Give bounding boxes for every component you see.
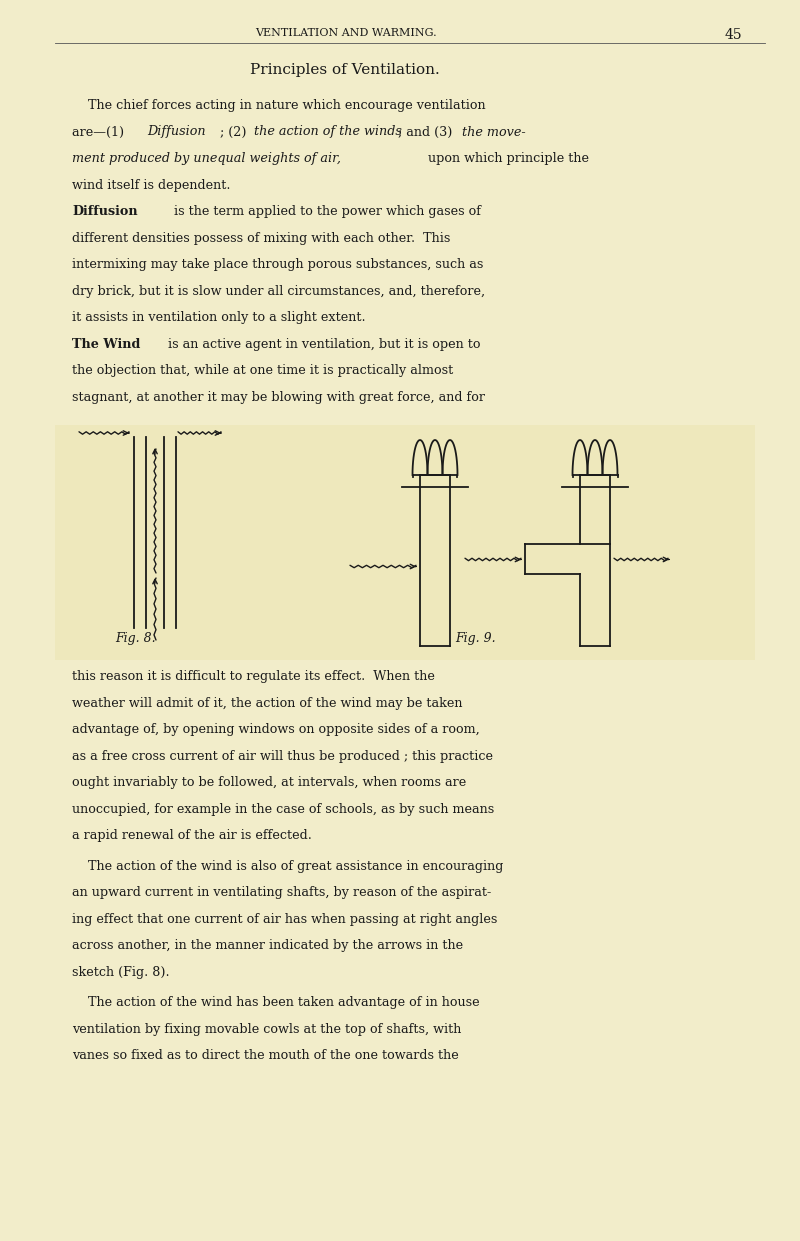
Text: stagnant, at another it may be blowing with great force, and for: stagnant, at another it may be blowing w… xyxy=(72,391,485,403)
Text: an upward current in ventilating shafts, by reason of the aspirat-: an upward current in ventilating shafts,… xyxy=(72,886,491,898)
Text: advantage of, by opening windows on opposite sides of a room,: advantage of, by opening windows on oppo… xyxy=(72,724,480,736)
Text: ment produced by unequal weights of air,: ment produced by unequal weights of air, xyxy=(72,151,341,165)
Text: the action of the winds: the action of the winds xyxy=(254,125,402,139)
Text: unoccupied, for example in the case of schools, as by such means: unoccupied, for example in the case of s… xyxy=(72,803,494,815)
Text: dry brick, but it is slow under all circumstances, and, therefore,: dry brick, but it is slow under all circ… xyxy=(72,284,485,298)
Text: are—(1): are—(1) xyxy=(72,125,128,139)
Text: upon which principle the: upon which principle the xyxy=(424,151,589,165)
Text: ing effect that one current of air has when passing at right angles: ing effect that one current of air has w… xyxy=(72,912,498,926)
Text: is an active agent in ventilation, but it is open to: is an active agent in ventilation, but i… xyxy=(164,338,481,350)
Text: weather will admit of it, the action of the wind may be taken: weather will admit of it, the action of … xyxy=(72,696,462,710)
Text: ; (2): ; (2) xyxy=(220,125,250,139)
Text: a rapid renewal of the air is effected.: a rapid renewal of the air is effected. xyxy=(72,829,312,841)
Text: 45: 45 xyxy=(725,29,742,42)
Text: sketch (Fig. 8).: sketch (Fig. 8). xyxy=(72,965,170,978)
Text: ; and (3): ; and (3) xyxy=(394,125,456,139)
Text: ventilation by fixing movable cowls at the top of shafts, with: ventilation by fixing movable cowls at t… xyxy=(72,1023,462,1035)
Text: different densities possess of mixing with each other.  This: different densities possess of mixing wi… xyxy=(72,232,450,244)
Text: Diffusion: Diffusion xyxy=(147,125,206,139)
Text: The action of the wind has been taken advantage of in house: The action of the wind has been taken ad… xyxy=(72,997,480,1009)
Text: VENTILATION AND WARMING.: VENTILATION AND WARMING. xyxy=(255,29,437,38)
Text: it assists in ventilation only to a slight extent.: it assists in ventilation only to a slig… xyxy=(72,311,366,324)
Text: Fig. 8.: Fig. 8. xyxy=(115,632,156,645)
Text: the objection that, while at one time it is practically almost: the objection that, while at one time it… xyxy=(72,364,454,377)
Text: The action of the wind is also of great assistance in encouraging: The action of the wind is also of great … xyxy=(72,860,503,872)
Text: ought invariably to be followed, at intervals, when rooms are: ought invariably to be followed, at inte… xyxy=(72,776,466,789)
Text: the move-: the move- xyxy=(462,125,526,139)
Text: The chief forces acting in nature which encourage ventilation: The chief forces acting in nature which … xyxy=(72,99,486,112)
FancyBboxPatch shape xyxy=(55,424,755,660)
Text: Diffusion: Diffusion xyxy=(72,205,138,218)
Text: intermixing may take place through porous substances, such as: intermixing may take place through porou… xyxy=(72,258,483,271)
Text: is the term applied to the power which gases of: is the term applied to the power which g… xyxy=(170,205,481,218)
Text: vanes so fixed as to direct the mouth of the one towards the: vanes so fixed as to direct the mouth of… xyxy=(72,1049,458,1062)
Text: this reason it is difficult to regulate its effect.  When the: this reason it is difficult to regulate … xyxy=(72,670,435,683)
Text: as a free cross current of air will thus be produced ; this practice: as a free cross current of air will thus… xyxy=(72,750,493,762)
Text: wind itself is dependent.: wind itself is dependent. xyxy=(72,179,230,191)
Text: Principles of Ventilation.: Principles of Ventilation. xyxy=(250,63,440,77)
Text: across another, in the manner indicated by the arrows in the: across another, in the manner indicated … xyxy=(72,939,463,952)
Text: The Wind: The Wind xyxy=(72,338,140,350)
Text: Fig. 9.: Fig. 9. xyxy=(455,632,496,645)
